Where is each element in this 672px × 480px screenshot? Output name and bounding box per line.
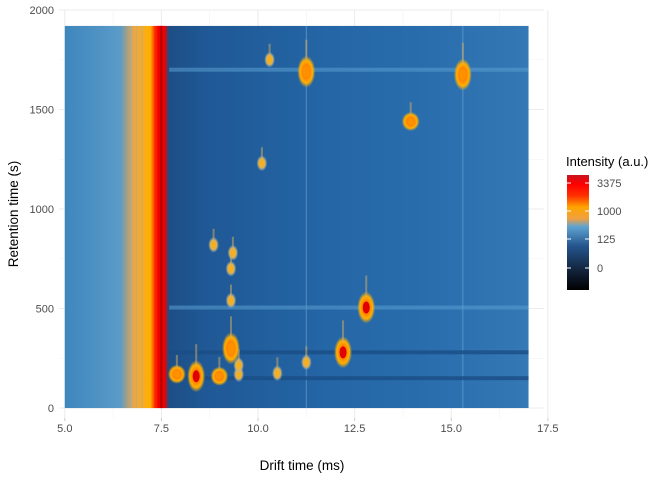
x-tick-label: 7.5 (154, 423, 169, 435)
heatmap-peak-tail (276, 357, 279, 369)
heatmap-peak (227, 244, 239, 261)
legend-colorbar (567, 175, 589, 290)
y-tick-label: 500 (36, 304, 54, 316)
heatmap-peak-core (407, 117, 415, 126)
x-tick-label: 17.5 (537, 423, 558, 435)
heatmap-peak-core (339, 346, 347, 359)
y-tick-label: 1000 (30, 204, 54, 216)
reactant-ion-peak-core (160, 25, 163, 409)
heatmap-peak-tail (268, 43, 271, 55)
heatmap-peak (208, 236, 219, 253)
heatmap-peak-tail (229, 284, 232, 296)
heatmap-peak (233, 357, 245, 374)
x-tick-label: 12.5 (344, 423, 365, 435)
heatmap-peak-tail (195, 344, 198, 367)
legend-tick-label: 1000 (597, 206, 621, 218)
heatmap-peak (256, 155, 268, 172)
heatmap-peak-tail (237, 349, 240, 361)
heatmap-peak-core (302, 65, 310, 78)
heatmap-peak-tail (342, 320, 345, 343)
heatmap-peak (225, 260, 237, 277)
heatmap-peak-tail (260, 147, 263, 159)
x-axis-title: Drift time (ms) (260, 458, 345, 473)
legend-tick-label: 125 (597, 234, 615, 246)
x-tick-label: 15.0 (441, 423, 462, 435)
heatmap-peak-tail (461, 42, 464, 65)
heatmap-peak-tail (365, 275, 368, 298)
heatmap-peak-tail (229, 316, 232, 339)
heatmap-peak-core (215, 372, 223, 380)
heatmap-peak-tail (305, 346, 308, 358)
heatmap-peak-core (362, 301, 370, 314)
heatmap-peak (271, 365, 283, 382)
legend-title: Intensity (a.u.) (566, 154, 648, 169)
heatmap-band (169, 67, 529, 72)
x-tick-label: 5.0 (57, 423, 72, 435)
y-tick-label: 2000 (30, 5, 54, 17)
heatmap (64, 25, 529, 409)
y-tick-label: 1500 (30, 105, 54, 117)
heatmap-peak (225, 292, 237, 309)
heatmap-peak-core (173, 370, 181, 378)
y-axis-ticks: 0 500 1000 1500 2000 (30, 5, 54, 415)
x-axis-ticks: 5.0 7.5 10.0 12.5 15.0 17.5 (57, 418, 559, 435)
heatmap-band (169, 376, 529, 381)
legend-tick-label: 0 (597, 263, 603, 275)
heatmap-peak-core (227, 342, 235, 355)
heatmap-peak (300, 354, 312, 371)
heatmap-peak-tail (218, 357, 221, 371)
heatmap-peak-core (192, 370, 200, 383)
legend-tick-label: 3375 (597, 178, 621, 190)
y-axis-title: Retention time (s) (6, 161, 21, 268)
heatmap-peak-tail (231, 236, 234, 248)
heatmap-band (169, 305, 529, 310)
heatmap-peak-tail (409, 102, 412, 116)
heatmap-peak-tail (305, 39, 308, 62)
heatmap-peak-tail (175, 355, 178, 369)
y-tick-label: 0 (48, 403, 54, 415)
x-tick-label: 10.0 (247, 423, 268, 435)
legend-ticks: 3375 1000 125 0 (567, 178, 621, 275)
heatmap-peak-tail (212, 228, 215, 240)
legend: Intensity (a.u.) 3375 1000 125 0 (566, 154, 648, 290)
heatmap-peak-core (459, 68, 467, 81)
heatmap-peak (264, 51, 276, 68)
